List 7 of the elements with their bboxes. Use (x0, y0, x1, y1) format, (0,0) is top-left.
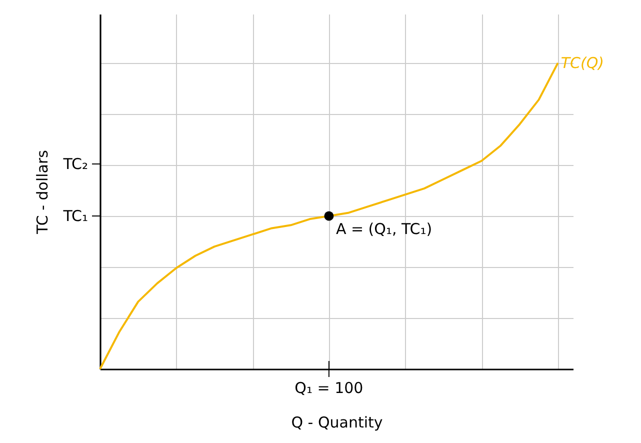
series-label: TC(Q) (560, 54, 604, 72)
ref-line-label: TC₂ (62, 154, 88, 173)
x-axis-title: Q - Quantity (291, 414, 383, 432)
text: Q₁ = 100 (294, 379, 364, 397)
annotation: A = (Q₁, TC₁) (336, 220, 432, 238)
y-axis-title: TC - dollars (34, 150, 52, 235)
ref-line-label: TC₁ (62, 206, 88, 225)
